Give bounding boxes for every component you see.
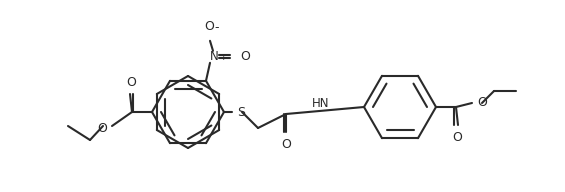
Text: O: O bbox=[204, 20, 214, 33]
Text: O: O bbox=[452, 131, 462, 144]
Text: O: O bbox=[126, 76, 136, 89]
Text: O: O bbox=[281, 138, 291, 151]
Text: O: O bbox=[97, 122, 107, 136]
Text: -: - bbox=[214, 21, 219, 34]
Text: O: O bbox=[477, 97, 487, 109]
Text: N: N bbox=[210, 50, 219, 63]
Text: +: + bbox=[219, 53, 227, 62]
Text: S: S bbox=[237, 105, 245, 118]
Text: HN: HN bbox=[312, 97, 330, 110]
Text: O: O bbox=[240, 50, 250, 63]
